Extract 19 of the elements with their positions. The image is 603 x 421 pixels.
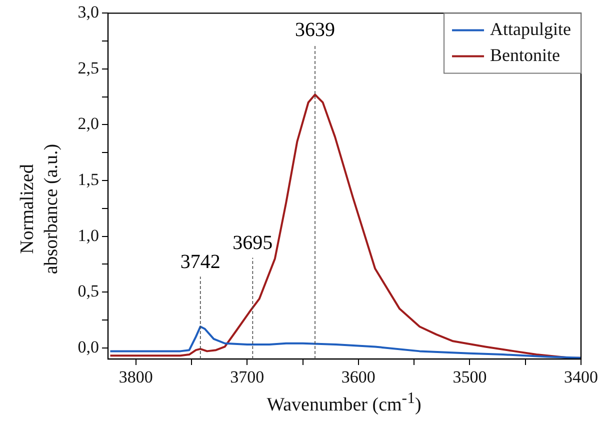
y-tick-label: 1,5: [78, 170, 99, 189]
legend-label: Bentonite: [490, 44, 560, 65]
x-tick-label: 3500: [452, 368, 487, 387]
y-tick-label: 2,0: [78, 114, 99, 134]
y-tick-label: 0,5: [78, 282, 99, 301]
x-tick-label: 3800: [118, 368, 153, 387]
y-axis-title: Normalized absorbance (a.u.): [16, 142, 63, 276]
y-tick-label: 3,0: [78, 2, 99, 22]
ref-line-label: 3695: [232, 232, 273, 254]
y-tick-label: 1,0: [78, 226, 99, 245]
ref-line-label: 3742: [180, 250, 220, 273]
legend-label: Attapulgite: [490, 18, 572, 39]
x-axis-title: Wavenumber (cm$^{-1}$): [266, 390, 422, 416]
x-tick-label: 3400: [564, 368, 598, 387]
y-tick-label: 2,5: [78, 58, 99, 78]
y-tick-label: 0,0: [78, 337, 99, 356]
x-tick-label: 3600: [341, 368, 376, 387]
ref-line-label: 3639: [295, 18, 336, 41]
x-tick-label: 3700: [230, 368, 264, 387]
